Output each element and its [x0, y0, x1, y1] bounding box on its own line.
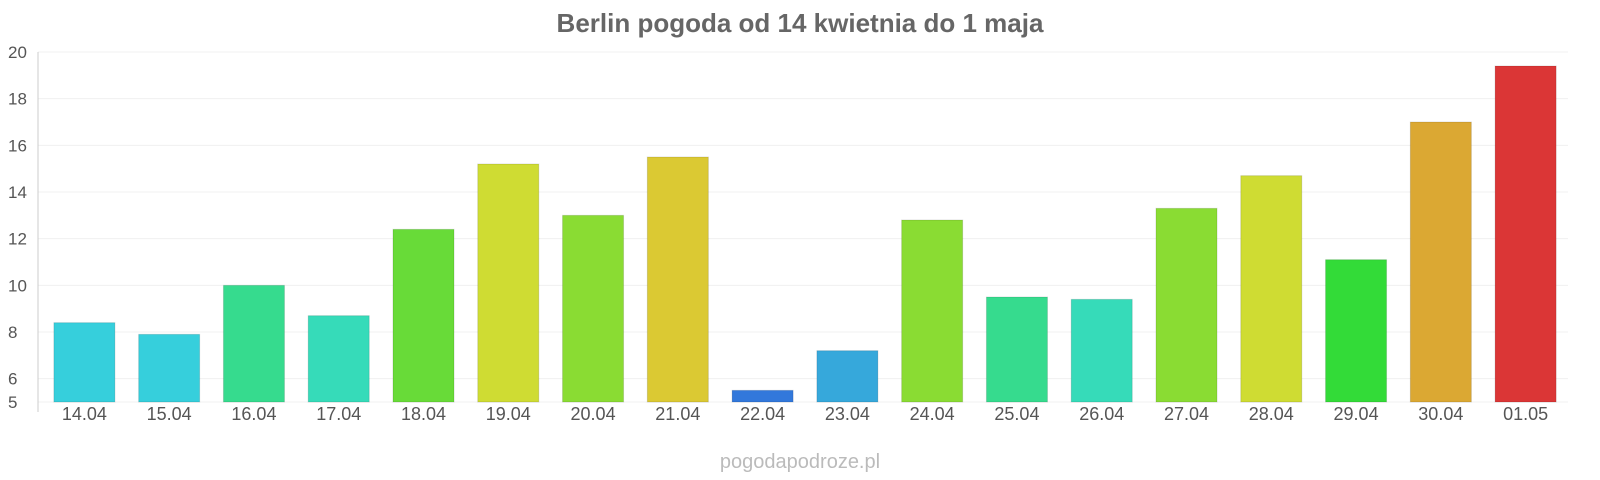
x-tick-label: 16.04 [231, 404, 276, 424]
x-tick-label: 26.04 [1079, 404, 1124, 424]
y-tick-label: 20 [8, 43, 27, 62]
bar-01.05[interactable] [1494, 65, 1557, 403]
x-tick-label: 01.05 [1503, 404, 1548, 424]
x-tick-label: 27.04 [1164, 404, 1209, 424]
x-axis-labels: 14.04 15.04 16.04 17.04 18.04 19.04 20.04 21.04… [62, 404, 1548, 424]
bar-22.04[interactable] [731, 389, 794, 403]
bar-23.04[interactable] [816, 350, 879, 403]
bar-28.04[interactable] [1240, 175, 1303, 403]
y-tick-label: 14 [8, 183, 27, 202]
x-tick-label: 28.04 [1249, 404, 1294, 424]
x-tick-label: 17.04 [316, 404, 361, 424]
y-axis-ticks: 5 6 8 10 12 14 16 18 20 [8, 43, 27, 412]
watermark: pogodapodroze.pl [720, 451, 880, 473]
y-tick-label: 5 [8, 393, 17, 412]
x-tick-label: 23.04 [825, 404, 870, 424]
bar-24.04[interactable] [901, 219, 964, 403]
bar-30.04[interactable] [1409, 121, 1472, 403]
bar-21.04[interactable] [646, 156, 709, 403]
x-tick-label: 24.04 [910, 404, 955, 424]
y-tick-label: 10 [8, 276, 27, 295]
bar-17.04[interactable] [307, 315, 370, 403]
y-tick-label: 6 [8, 370, 17, 389]
x-tick-label: 21.04 [655, 404, 700, 424]
x-tick-label: 29.04 [1334, 404, 1379, 424]
bar-27.04[interactable] [1155, 207, 1218, 403]
x-tick-label: 20.04 [571, 404, 616, 424]
y-tick-label: 12 [8, 230, 27, 249]
bar-29.04[interactable] [1325, 259, 1388, 403]
x-tick-label: 18.04 [401, 404, 446, 424]
gridlines [38, 51, 1568, 403]
bar-25.04[interactable] [985, 296, 1048, 403]
x-tick-label: 22.04 [740, 404, 785, 424]
x-tick-label: 19.04 [486, 404, 531, 424]
x-tick-label: 15.04 [147, 404, 192, 424]
bar-15.04[interactable] [138, 333, 201, 403]
x-tick-label: 25.04 [994, 404, 1039, 424]
x-tick-label: 30.04 [1418, 404, 1463, 424]
chart-title: Berlin pogoda od 14 kwietnia do 1 maja [557, 8, 1044, 38]
bars [53, 65, 1557, 403]
bar-19.04[interactable] [477, 163, 540, 403]
bar-16.04[interactable] [222, 284, 285, 403]
bar-18.04[interactable] [392, 228, 455, 403]
x-tick-label: 14.04 [62, 404, 107, 424]
bar-26.04[interactable] [1070, 298, 1133, 403]
y-tick-label: 16 [8, 136, 27, 155]
y-tick-label: 18 [8, 90, 27, 109]
y-tick-label: 8 [8, 323, 17, 342]
bar-14.04[interactable] [53, 322, 116, 403]
bar-20.04[interactable] [562, 214, 625, 403]
